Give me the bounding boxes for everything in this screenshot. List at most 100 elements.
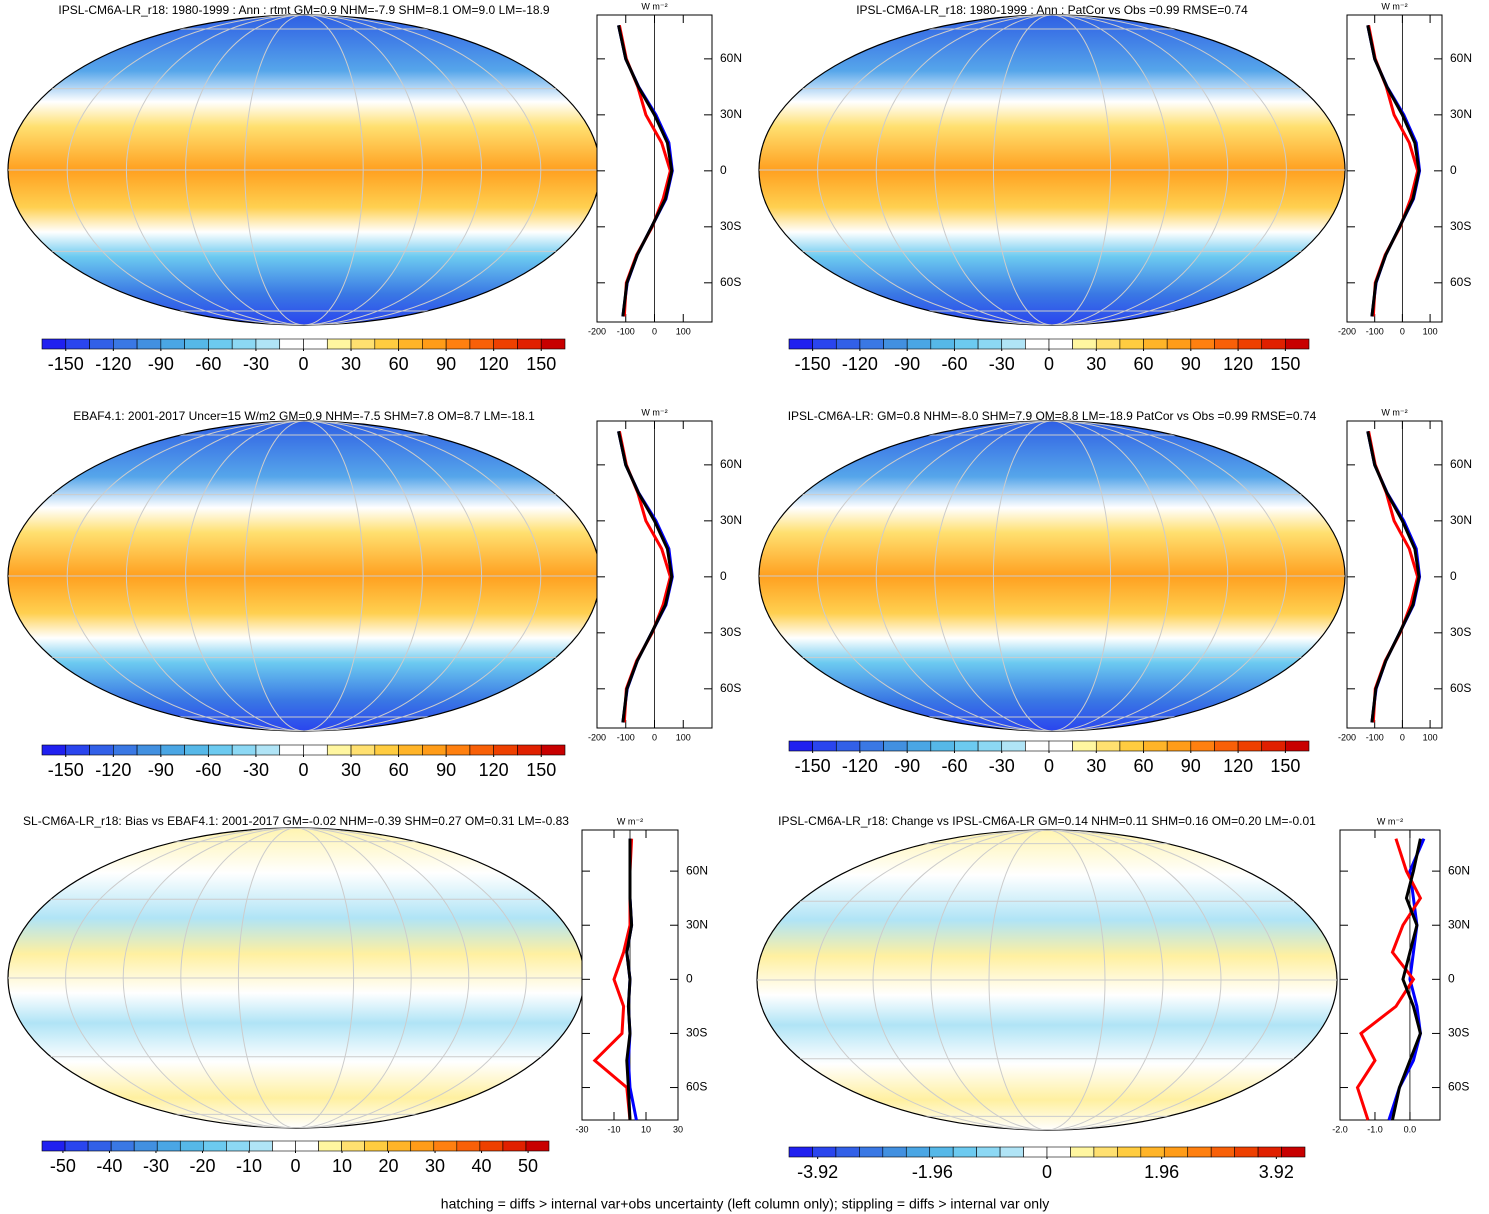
colorbar-box (812, 338, 837, 350)
colorbar-box (1237, 338, 1263, 350)
colorbar-box (445, 744, 471, 756)
colorbar-box (226, 1140, 250, 1152)
colorbar-label: 0 (1044, 756, 1054, 776)
colorbar-box (303, 744, 328, 756)
colorbar-label: -30 (143, 1156, 169, 1176)
colorbar-box (812, 1146, 837, 1158)
colorbar-box (41, 744, 67, 756)
colorbar-box (883, 740, 908, 752)
colorbar-box (1234, 1146, 1259, 1158)
colorbar-label: 30 (1086, 354, 1106, 374)
y-tick-label: 60S (1450, 681, 1471, 695)
colorbar-label: 1.96 (1144, 1162, 1179, 1182)
y-tick-label: 30N (720, 513, 742, 527)
x-tick-label: 0 (1400, 326, 1405, 336)
colorbar-box (812, 740, 837, 752)
profile-line (1366, 24, 1421, 317)
x-tick-label: -2.0 (1332, 1124, 1348, 1134)
colorbar-box (65, 744, 90, 756)
meridian (125, 421, 483, 731)
profile-unit: W m⁻² (1377, 816, 1403, 826)
colorbar-box (1072, 338, 1097, 350)
profile-unit: W m⁻² (641, 1, 667, 11)
colorbar-box (160, 744, 185, 756)
colorbar-label: 90 (436, 354, 456, 374)
colorbar-box (364, 1140, 388, 1152)
colorbar-box (398, 744, 423, 756)
colorbar-box (859, 740, 884, 752)
colorbar-box (469, 744, 494, 756)
colorbar-box (1143, 338, 1168, 350)
colorbar-label: 0 (1042, 1162, 1052, 1182)
x-tick-label: 100 (1423, 732, 1438, 742)
profile-line (617, 430, 674, 723)
colorbar-box (179, 1140, 204, 1152)
colorbar-box (41, 1140, 66, 1152)
colorbar-label: -120 (842, 354, 878, 374)
colorbar-box (1025, 740, 1050, 752)
colorbar-box (272, 1140, 296, 1152)
colorbar-box (1119, 740, 1144, 752)
colorbar-label: 90 (1181, 756, 1201, 776)
colorbar-box (1210, 1146, 1235, 1158)
meridian (875, 421, 1229, 731)
colorbar-box (1285, 338, 1310, 350)
colorbar-label: -10 (236, 1156, 262, 1176)
colorbar-label: 60 (389, 760, 409, 780)
meridian (817, 421, 1287, 731)
colorbar-box (231, 744, 257, 756)
meridian (122, 828, 470, 1128)
colorbar-label: 30 (425, 1156, 445, 1176)
y-tick-label: 30N (720, 107, 742, 121)
meridian (875, 15, 1229, 325)
meridian (817, 15, 1287, 325)
colorbar-box (136, 338, 162, 350)
colorbar-box (906, 740, 932, 752)
colorbar-label: 60 (1134, 756, 1154, 776)
colorbar-label: 0 (1044, 354, 1054, 374)
colorbar-label: -60 (941, 354, 967, 374)
colorbar-box (398, 338, 423, 350)
colorbar-label: -50 (50, 1156, 76, 1176)
colorbar-label: -150 (48, 354, 84, 374)
meridian (244, 421, 364, 731)
colorbar-box (64, 1140, 89, 1152)
colorbar-label: -60 (195, 354, 221, 374)
colorbar-box (1140, 1146, 1165, 1158)
colorbar-box (433, 1140, 458, 1152)
y-tick-label: 0 (720, 569, 727, 583)
colorbar-box (517, 338, 542, 350)
colorbar-box (295, 1140, 319, 1152)
colorbar-box (859, 1146, 884, 1158)
meridian (65, 828, 527, 1128)
panel-title: IPSL-CM6A-LR_r18: 1980-1999 : Ann : PatC… (856, 3, 1248, 17)
colorbar-label: 90 (1181, 354, 1201, 374)
colorbar-box (1048, 338, 1073, 350)
meridian (180, 828, 412, 1128)
colorbar-label: 60 (1134, 354, 1154, 374)
colorbar-box (525, 1140, 550, 1152)
colorbar-box (279, 338, 304, 350)
x-tick-label: 30 (673, 1124, 683, 1134)
colorbar-box (279, 744, 304, 756)
colorbar-box (1046, 1146, 1071, 1158)
colorbar-box (255, 338, 281, 350)
colorbar-box (502, 1140, 527, 1152)
colorbar-box (303, 338, 328, 350)
colorbar-label: 120 (1223, 354, 1253, 374)
x-tick-label: -100 (1366, 326, 1384, 336)
colorbar-box (1237, 740, 1263, 752)
colorbar-box (1166, 338, 1192, 350)
y-tick-label: 30N (686, 917, 708, 931)
colorbar-label: -60 (195, 760, 221, 780)
y-tick-label: 30S (686, 1026, 707, 1040)
colorbar-box (1281, 1146, 1306, 1158)
meridian (185, 15, 423, 325)
colorbar-box (788, 338, 813, 350)
panel-title: IPSL-CM6A-LR_r18: 1980-1999 : Ann : rtmt… (58, 3, 550, 17)
colorbar-box (208, 744, 233, 756)
y-tick-label: 60N (686, 863, 708, 877)
y-tick-label: 60N (720, 457, 742, 471)
meridian (66, 421, 542, 731)
colorbar-box (410, 1140, 435, 1152)
